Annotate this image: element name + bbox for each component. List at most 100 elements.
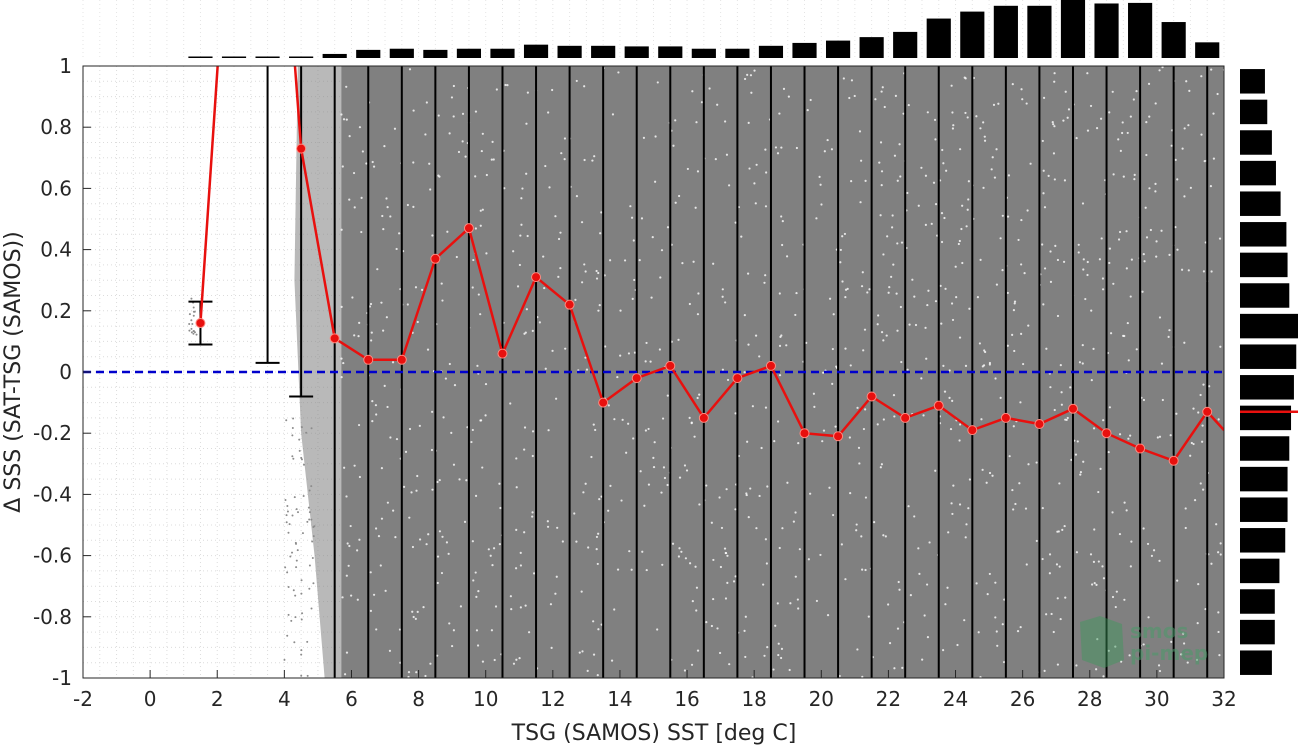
scatter-gap xyxy=(726,554,729,557)
scatter-gap xyxy=(1212,112,1215,115)
scatter-gap xyxy=(792,520,795,523)
x-tick-label: 12 xyxy=(540,687,565,711)
scatter-gap xyxy=(1142,398,1146,402)
scatter-gap xyxy=(1090,583,1094,586)
scatter-gap xyxy=(598,304,601,307)
scatter-point xyxy=(193,331,196,334)
scatter-gap xyxy=(348,134,351,138)
scatter-gap xyxy=(555,397,558,400)
scatter-gap xyxy=(1053,72,1056,75)
scatter-gap xyxy=(1021,98,1024,101)
scatter-gap xyxy=(948,396,951,400)
scatter-gap xyxy=(1082,258,1085,261)
scatter-gap xyxy=(592,620,595,623)
scatter-gap xyxy=(1053,125,1056,128)
scatter-gap xyxy=(519,606,522,609)
scatter-gap xyxy=(728,184,731,187)
scatter-point xyxy=(294,594,297,597)
scatter-gap xyxy=(1145,236,1149,239)
scatter-gap xyxy=(1147,82,1151,85)
scatter-gap xyxy=(583,158,586,162)
scatter-gap xyxy=(864,568,867,572)
scatter-gap xyxy=(411,545,415,549)
scatter-gap xyxy=(785,344,788,347)
scatter-gap xyxy=(719,565,723,569)
scatter-gap xyxy=(744,615,747,618)
mean-point xyxy=(363,354,374,365)
scatter-gap xyxy=(1200,133,1203,136)
mean-point xyxy=(195,318,206,329)
scatter-gap xyxy=(463,520,467,524)
scatter-gap xyxy=(512,250,515,253)
scatter-gap xyxy=(437,174,440,177)
scatter-gap xyxy=(946,586,949,589)
scatter-gap xyxy=(504,83,507,87)
scatter-gap xyxy=(584,270,587,273)
scatter-gap xyxy=(1121,131,1124,135)
scatter-gap xyxy=(1064,90,1067,93)
scatter-gap xyxy=(412,109,415,112)
scatter-gap xyxy=(815,599,819,603)
scatter-gap xyxy=(495,88,498,91)
scatter-gap xyxy=(595,269,598,273)
scatter-gap xyxy=(678,194,681,198)
scatter-gap xyxy=(1122,175,1125,178)
scatter-gap xyxy=(841,235,844,238)
scatter-point xyxy=(298,438,301,441)
scatter-gap xyxy=(1108,111,1111,114)
scatter-gap xyxy=(575,540,578,543)
scatter-gap xyxy=(519,551,522,554)
scatter-gap xyxy=(515,658,518,661)
scatter-gap xyxy=(681,262,684,265)
top-histogram-bar xyxy=(523,44,549,58)
scatter-gap xyxy=(961,204,964,207)
scatter-gap xyxy=(592,423,595,426)
scatter-gap xyxy=(1063,524,1066,528)
scatter-gap xyxy=(1184,507,1187,510)
scatter-gap xyxy=(491,564,494,567)
scatter-gap xyxy=(357,423,361,427)
scatter-gap xyxy=(900,360,903,364)
scatter-gap xyxy=(451,644,454,648)
scatter-gap xyxy=(842,77,845,80)
scatter-gap xyxy=(1095,668,1098,671)
scatter-gap xyxy=(950,84,953,87)
scatter-gap xyxy=(999,237,1002,240)
top-histogram-bar xyxy=(624,46,649,58)
scatter-gap xyxy=(526,91,529,94)
scatter-point xyxy=(288,523,291,526)
right-histogram-bar xyxy=(1240,405,1292,431)
x-tick-label: 18 xyxy=(741,687,766,711)
scatter-gap xyxy=(385,197,388,200)
scatter-gap xyxy=(1185,80,1188,83)
scatter-gap xyxy=(620,499,623,502)
scatter-gap xyxy=(809,492,812,495)
scatter-gap xyxy=(921,658,924,661)
scatter-point xyxy=(292,417,295,420)
scatter-gap xyxy=(407,671,411,674)
scatter-gap xyxy=(958,423,962,426)
scatter-gap xyxy=(1183,195,1186,198)
scatter-gap xyxy=(341,596,344,599)
scatter-gap xyxy=(684,557,688,560)
scatter-gap xyxy=(1062,119,1065,122)
scatter-gap xyxy=(877,314,880,317)
scatter-gap xyxy=(924,223,927,226)
scatter-gap xyxy=(1011,83,1014,86)
scatter-gap xyxy=(1042,303,1045,306)
scatter-gap xyxy=(1210,270,1213,273)
scatter-gap xyxy=(881,86,884,89)
scatter-point xyxy=(308,564,311,567)
scatter-gap xyxy=(1060,403,1063,406)
scatter-gap xyxy=(563,137,567,140)
right-histogram-bar xyxy=(1240,589,1275,614)
scatter-gap xyxy=(1093,528,1096,531)
scatter-gap xyxy=(581,650,584,653)
scatter-gap xyxy=(1157,664,1161,667)
scatter-gap xyxy=(1001,623,1004,626)
scatter-gap xyxy=(823,150,826,153)
scatter-gap xyxy=(523,531,526,534)
scatter-gap xyxy=(861,675,864,678)
scatter-gap xyxy=(689,562,692,565)
scatter-gap xyxy=(826,138,829,142)
